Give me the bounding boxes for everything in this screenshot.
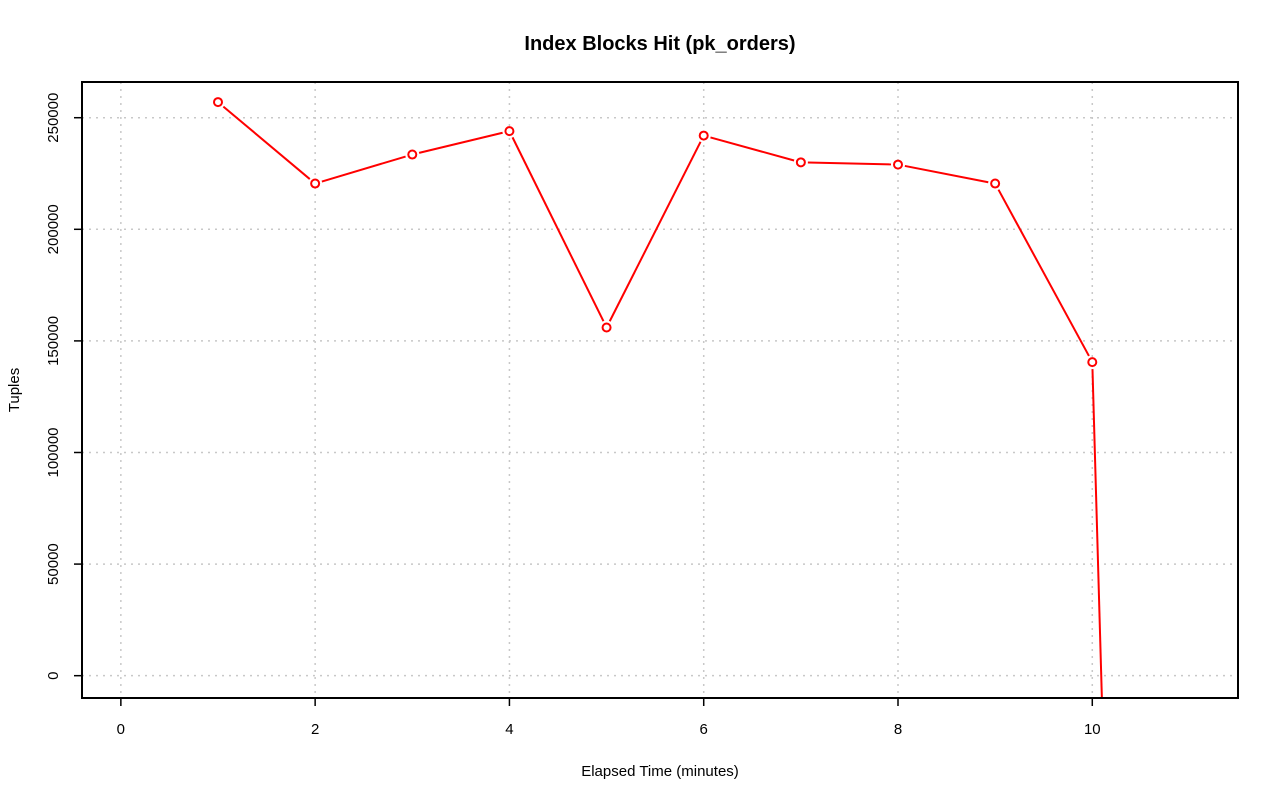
series-layer bbox=[213, 97, 1103, 698]
series-line-segment bbox=[710, 136, 795, 162]
x-tick-label: 4 bbox=[505, 721, 513, 738]
x-tick-label: 10 bbox=[1084, 721, 1101, 738]
y-tick-label: 200000 bbox=[45, 204, 62, 254]
y-tick-label: 50000 bbox=[45, 543, 62, 585]
series-line-segment bbox=[222, 105, 311, 180]
x-axis-label: Elapsed Time (minutes) bbox=[581, 763, 739, 780]
series-line-segment bbox=[321, 155, 406, 183]
series-group bbox=[213, 97, 1103, 698]
y-axis-label: Tuples bbox=[6, 368, 23, 412]
data-point bbox=[1087, 357, 1098, 368]
data-point bbox=[601, 322, 612, 333]
data-point bbox=[310, 178, 321, 189]
y-tick-label: 0 bbox=[45, 672, 62, 680]
x-tick-label: 8 bbox=[894, 721, 902, 738]
series-line-segment bbox=[1091, 369, 1103, 698]
series-line-segment bbox=[418, 131, 503, 154]
data-point bbox=[893, 159, 903, 170]
grid-layer bbox=[82, 82, 1238, 698]
series-line-segment bbox=[997, 189, 1090, 357]
axis-layer: 0 2 4 6 8 10 0 50000 100000 150000 200000 250000 bbox=[45, 93, 1101, 738]
data-point bbox=[698, 130, 709, 141]
x-tick-label: 6 bbox=[700, 721, 708, 738]
series-line-segment bbox=[608, 141, 702, 322]
data-point bbox=[504, 126, 515, 137]
x-tick-label: 0 bbox=[117, 721, 125, 738]
plot-frame bbox=[81, 81, 1239, 699]
data-point bbox=[407, 149, 418, 160]
y-tick-label: 100000 bbox=[45, 427, 62, 477]
y-tick-label: 150000 bbox=[45, 316, 62, 366]
data-point bbox=[213, 97, 223, 108]
series-line-segment bbox=[807, 161, 892, 166]
data-point bbox=[990, 178, 1001, 189]
chart-title: Index Blocks Hit (pk_orders) bbox=[524, 33, 795, 55]
series-line-segment bbox=[511, 136, 605, 322]
x-tick-label: 2 bbox=[311, 721, 319, 738]
series-line-segment bbox=[904, 164, 989, 184]
y-tick-label: 250000 bbox=[45, 93, 62, 143]
data-point bbox=[795, 157, 806, 168]
